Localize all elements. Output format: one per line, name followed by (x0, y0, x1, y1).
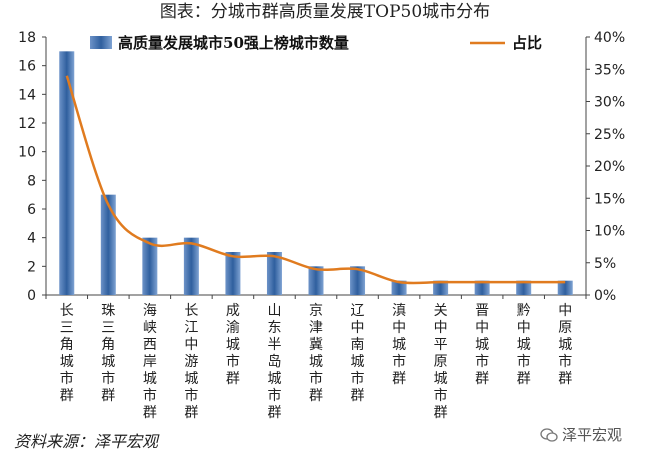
bar (225, 252, 241, 295)
axes: 0 2 4 6 8 10 12 14 16 18 0% 5% 10% 15% 20% 25% 30% 35% 40% (18, 30, 625, 304)
x-tick-label: 长江中游城市群 (184, 303, 198, 421)
bar (433, 280, 449, 295)
wechat-icon (540, 427, 558, 442)
y-tick-label: 2 (27, 259, 36, 275)
y-tick-label: 18 (18, 30, 36, 46)
bar (100, 194, 116, 295)
x-tick-label: 黔中城市群 (517, 303, 531, 387)
y2-tick-label: 10% (594, 224, 625, 240)
y2-tick-label: 35% (594, 62, 625, 78)
bar (59, 51, 75, 296)
y2-tick-label: 15% (594, 191, 625, 207)
x-tick-label: 京津冀城市群 (309, 303, 323, 404)
y-tick-label: 16 (18, 59, 36, 75)
bar (474, 280, 490, 295)
x-tick-label: 滇中城市群 (392, 303, 406, 387)
y2-tick-label: 40% (594, 30, 625, 46)
x-tick-label: 成渝城市群 (226, 303, 240, 387)
bars-group (59, 51, 573, 296)
y2-tick-label: 5% (594, 256, 616, 272)
y-tick-label: 10 (18, 145, 36, 161)
watermark: 泽平宏观 (540, 424, 622, 445)
x-tick-label: 珠三角城市群 (101, 303, 115, 404)
bar (516, 280, 532, 295)
x-tick-label: 长三角城市群 (60, 303, 74, 404)
y-tick-label: 0 (27, 288, 36, 304)
source-note: 资料来源：泽平宏观 (14, 432, 159, 451)
y2-tick-label: 20% (594, 159, 625, 175)
x-tick-label: 晋中城市群 (475, 303, 489, 387)
share-line (65, 75, 566, 285)
x-tick-label: 关中平原城市群 (434, 303, 448, 421)
x-tick-label: 中原城市群 (558, 303, 572, 387)
y-tick-label: 12 (18, 116, 36, 132)
legend-bar-swatch (90, 36, 112, 49)
y2-tick-label: 25% (594, 127, 625, 143)
bar (266, 252, 282, 295)
category-labels: 长三角城市群 珠三角城市群 海峡西岸城市群 长江中游城市群 成渝城市群 山东半岛城市群 京津… (60, 303, 572, 421)
y-tick-label: 14 (18, 87, 36, 103)
legend-bar-label: 高质量发展城市50强上榜城市数量 (118, 34, 349, 52)
bar (142, 237, 158, 295)
bar (350, 266, 366, 295)
bar (183, 237, 199, 295)
bar (391, 280, 407, 295)
watermark-text: 泽平宏观 (562, 426, 623, 444)
x-tick-label: 山东半岛城市群 (267, 303, 281, 421)
y-tick-label: 6 (27, 202, 36, 218)
x-tick-label: 海峡西岸城市群 (143, 303, 157, 421)
line-group (65, 75, 566, 285)
y2-tick-label: 0% (594, 288, 616, 304)
bar (308, 266, 324, 295)
y-tick-label: 4 (27, 231, 36, 247)
chart-title: 图表：分城市群高质量发展TOP50城市分布 (159, 2, 491, 22)
y-tick-label: 8 (27, 173, 36, 189)
legend-line-label: 占比 (512, 34, 542, 52)
y2-tick-label: 30% (594, 95, 625, 111)
x-tick-label: 辽中南城市群 (351, 303, 365, 404)
bar (557, 280, 573, 295)
legend: 高质量发展城市50强上榜城市数量 占比 (90, 34, 542, 52)
